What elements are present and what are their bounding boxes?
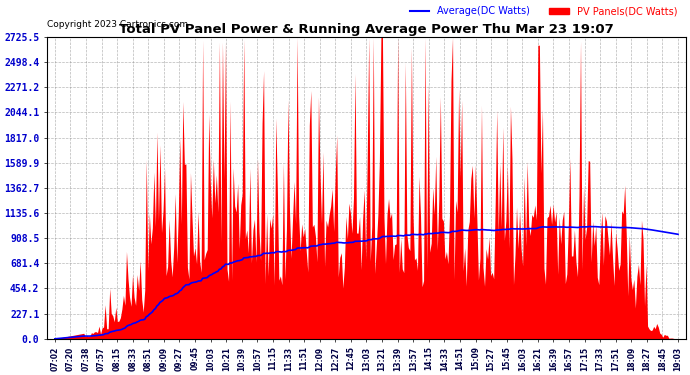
Legend: Average(DC Watts), PV Panels(DC Watts): Average(DC Watts), PV Panels(DC Watts) (406, 3, 681, 20)
Title: Total PV Panel Power & Running Average Power Thu Mar 23 19:07: Total PV Panel Power & Running Average P… (119, 22, 614, 36)
Text: Copyright 2023 Cartronics.com: Copyright 2023 Cartronics.com (47, 20, 188, 29)
